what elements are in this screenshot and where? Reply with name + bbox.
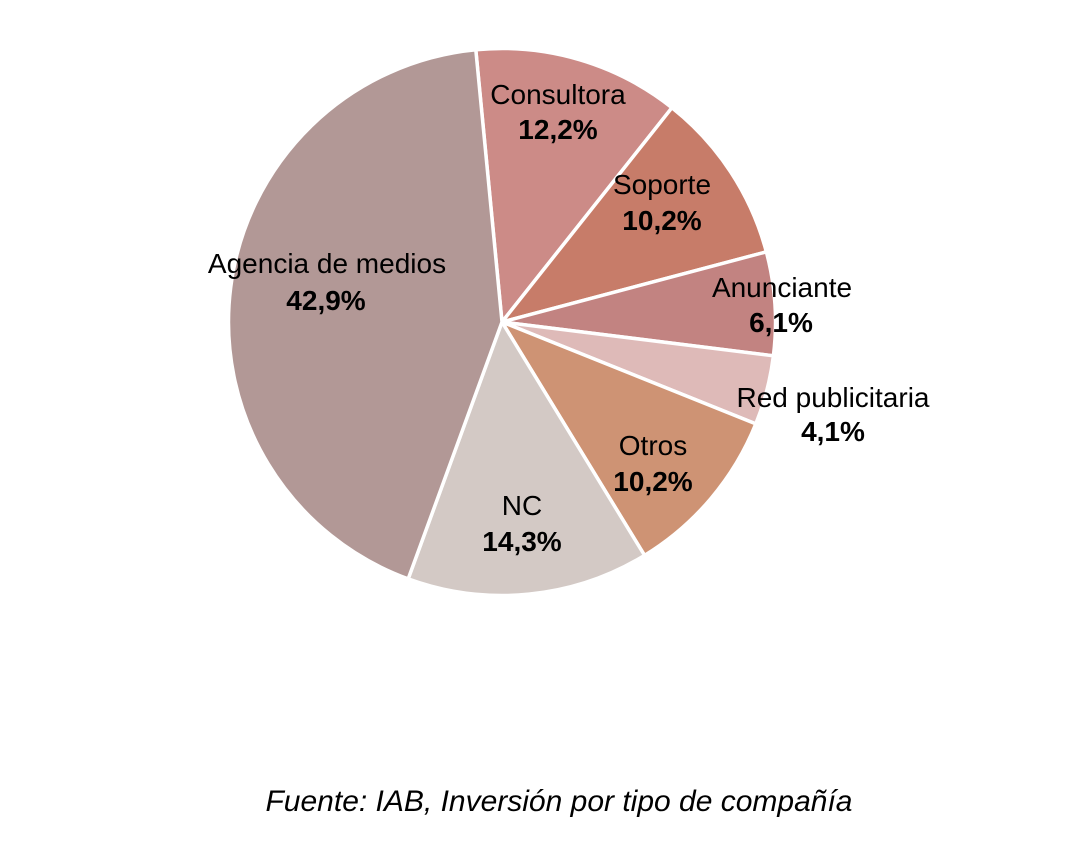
svg-text:Red publicitaria: Red publicitaria <box>737 382 930 413</box>
svg-text:NC: NC <box>502 490 542 521</box>
svg-text:Soporte: Soporte <box>613 169 711 200</box>
svg-text:Anunciante: Anunciante <box>712 272 852 303</box>
svg-text:Fuente: IAB, Inversión por tip: Fuente: IAB, Inversión por tipo de compa… <box>265 785 852 818</box>
svg-text:Otros: Otros <box>619 430 687 461</box>
svg-text:6,1%: 6,1% <box>749 307 813 338</box>
svg-text:10,2%: 10,2% <box>622 205 701 236</box>
svg-text:4,1%: 4,1% <box>801 416 865 447</box>
svg-text:14,3%: 14,3% <box>482 526 561 557</box>
svg-text:42,9%: 42,9% <box>286 285 365 316</box>
svg-text:10,2%: 10,2% <box>613 466 692 497</box>
svg-text:12,2%: 12,2% <box>518 114 597 145</box>
svg-text:Agencia de medios: Agencia de medios <box>208 248 446 279</box>
svg-text:Consultora: Consultora <box>490 79 626 110</box>
